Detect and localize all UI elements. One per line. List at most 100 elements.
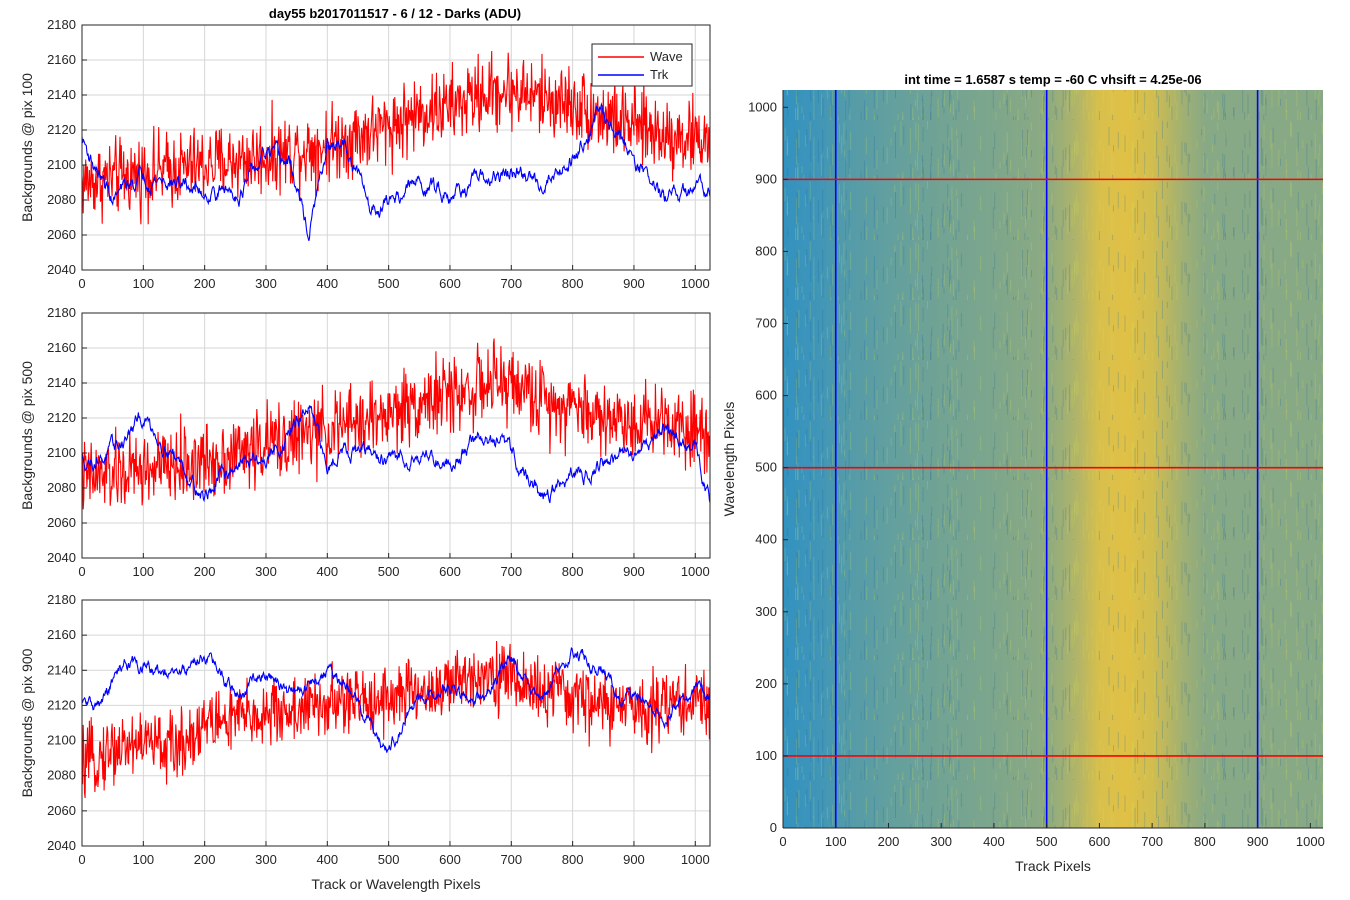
heatmap-chart: 0 100 200 300 400 500 600 700 800 900 1000 0 100 200 3… <box>721 72 1325 874</box>
y-axis-label: Backgrounds @ pix 500 <box>19 361 35 510</box>
y-tick-label: 0 <box>770 820 777 835</box>
line-chart-pix-900: 0 100 200 300 400 500 600 700 800 900 1000 2040 2060… <box>19 592 711 892</box>
x-tick-label: 800 <box>1194 834 1216 849</box>
x-tick-label: 600 <box>439 276 461 291</box>
x-tick-label: 400 <box>316 564 338 579</box>
legend-label-wave: Wave <box>650 49 683 64</box>
x-tick-label: 600 <box>439 852 461 867</box>
x-axis-label: Track or Wavelength Pixels <box>311 876 480 892</box>
x-tick-label: 1000 <box>1296 834 1325 849</box>
y-tick-label: 2080 <box>47 480 76 495</box>
x-tick-label: 800 <box>562 852 584 867</box>
x-tick-label: 200 <box>194 564 216 579</box>
y-tick-label: 2040 <box>47 262 76 277</box>
series-line-wave <box>82 338 710 510</box>
x-tick-label: 600 <box>1089 834 1111 849</box>
plot-area <box>82 600 710 846</box>
legend: Wave Trk <box>591 43 693 87</box>
y-tick-label: 2180 <box>47 305 76 320</box>
x-tick-label: 800 <box>562 276 584 291</box>
x-tick-label: 500 <box>378 852 400 867</box>
y-tick-label: 2100 <box>47 445 76 460</box>
y-tick-label: 2180 <box>47 17 76 32</box>
y-tick-label: 2040 <box>47 550 76 565</box>
y-tick-label: 500 <box>755 460 777 475</box>
x-tick-label: 100 <box>825 834 847 849</box>
line-chart-pix-500: 0 100 200 300 400 500 600 700 800 900 1000 2040 2060… <box>19 305 711 579</box>
y-tick-label: 1000 <box>748 99 777 114</box>
x-tick-label: 900 <box>623 564 645 579</box>
x-tick-label: 500 <box>378 564 400 579</box>
x-tick-label: 700 <box>500 564 522 579</box>
y-axis-label: Backgrounds @ pix 900 <box>19 648 35 797</box>
y-tick-label: 2120 <box>47 122 76 137</box>
x-tick-label: 0 <box>779 834 786 849</box>
series-line-trk <box>82 647 710 753</box>
x-tick-label: 1000 <box>681 564 710 579</box>
x-tick-label: 200 <box>878 834 900 849</box>
heatmap-title: int time = 1.6587 s temp = -60 C vhsift … <box>904 72 1201 87</box>
x-tick-label: 400 <box>316 852 338 867</box>
series-line-trk <box>82 102 710 241</box>
y-tick-label: 2080 <box>47 768 76 783</box>
x-tick-label: 900 <box>623 852 645 867</box>
y-tick-label: 2080 <box>47 192 76 207</box>
x-tick-label: 700 <box>1141 834 1163 849</box>
axes-frame <box>81 599 711 847</box>
legend-label-trk: Trk <box>650 67 669 82</box>
series-line-wave <box>82 640 710 799</box>
y-tick-label: 200 <box>755 676 777 691</box>
y-tick-label: 2100 <box>47 733 76 748</box>
y-axis-label: Backgrounds @ pix 100 <box>19 73 35 222</box>
y-tick-label: 2160 <box>47 627 76 642</box>
y-tick-label: 2140 <box>47 662 76 677</box>
y-tick-label: 300 <box>755 604 777 619</box>
x-tick-label: 1000 <box>681 852 710 867</box>
legend-box <box>591 43 693 87</box>
x-tick-label: 500 <box>1036 834 1058 849</box>
y-tick-label: 400 <box>755 532 777 547</box>
line-chart-pix-100: 0 100 200 300 400 500 600 700 800 900 1000 2040 2060… <box>19 17 711 291</box>
y-tick-label: 2040 <box>47 838 76 853</box>
y-tick-label: 2160 <box>47 340 76 355</box>
y-axis-label: Wavelength Pixels <box>721 402 737 517</box>
x-tick-label: 700 <box>500 852 522 867</box>
x-tick-label: 0 <box>78 276 85 291</box>
y-tick-label: 2140 <box>47 375 76 390</box>
x-tick-label: 800 <box>562 564 584 579</box>
series-line-wave <box>82 50 710 225</box>
y-tick-label: 100 <box>755 748 777 763</box>
x-tick-label: 900 <box>623 276 645 291</box>
x-tick-label: 100 <box>132 276 154 291</box>
x-tick-label: 0 <box>78 852 85 867</box>
axes-frame <box>81 24 711 271</box>
x-tick-label: 400 <box>316 276 338 291</box>
y-tick-label: 2060 <box>47 515 76 530</box>
x-tick-label: 400 <box>983 834 1005 849</box>
x-tick-label: 600 <box>439 564 461 579</box>
y-tick-label: 700 <box>755 316 777 331</box>
x-tick-label: 900 <box>1247 834 1269 849</box>
x-tick-label: 100 <box>132 852 154 867</box>
y-tick-label: 2060 <box>47 227 76 242</box>
x-tick-label: 300 <box>255 564 277 579</box>
x-tick-label: 700 <box>500 276 522 291</box>
y-tick-label: 600 <box>755 388 777 403</box>
x-tick-label: 1000 <box>681 276 710 291</box>
y-tick-label: 2100 <box>47 157 76 172</box>
y-tick-label: 800 <box>755 243 777 258</box>
x-axis-label: Track Pixels <box>1015 858 1091 874</box>
x-tick-label: 200 <box>194 852 216 867</box>
x-tick-label: 200 <box>194 276 216 291</box>
y-tick-label: 2180 <box>47 592 76 607</box>
x-tick-label: 300 <box>255 852 277 867</box>
x-tick-label: 0 <box>78 564 85 579</box>
y-tick-label: 2120 <box>47 410 76 425</box>
x-tick-label: 500 <box>378 276 400 291</box>
figure-title: day55 b2017011517 - 6 / 12 - Darks (ADU) <box>269 6 521 21</box>
x-tick-label: 300 <box>930 834 952 849</box>
axes-frame <box>81 312 711 559</box>
x-tick-label: 300 <box>255 276 277 291</box>
y-tick-label: 2160 <box>47 52 76 67</box>
